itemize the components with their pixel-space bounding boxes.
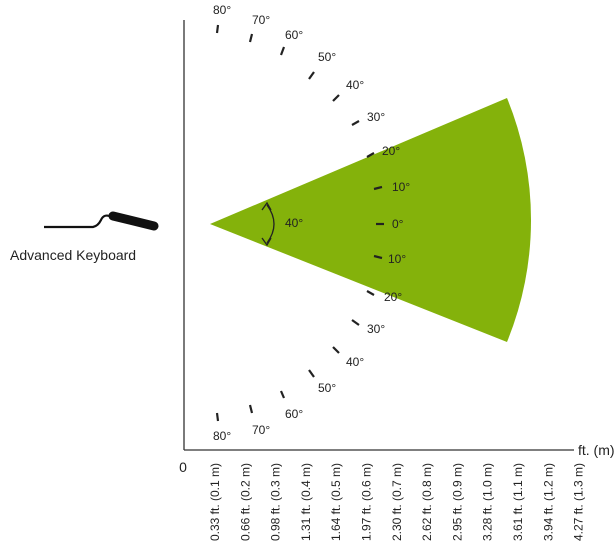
reception-sector xyxy=(210,98,532,342)
angle-markers-top: 0° 10° 20° 30° 40° 50° 60° 70° 80° xyxy=(213,3,410,231)
angle-arc xyxy=(266,204,275,244)
keyboard-icon xyxy=(44,211,159,231)
angle-label-60-bottom: 60° xyxy=(285,407,303,421)
distance-tick-label: 3.94 ft. (1.2 m) xyxy=(541,463,555,541)
angle-label-10-top: 10° xyxy=(392,180,410,194)
distance-tick-label: 3.61 ft. (1.1 m) xyxy=(511,463,525,541)
angle-label-10-bottom: 10° xyxy=(388,252,406,266)
sector-angle-label: 40° xyxy=(285,216,303,230)
angle-label-30-bottom: 30° xyxy=(367,322,385,336)
angle-label-20-bottom: 20° xyxy=(384,290,402,304)
axis-origin-label: 0 xyxy=(179,459,187,475)
distance-tick-label: 2.95 ft. (0.9 m) xyxy=(450,463,464,541)
angle-label-70-bottom: 70° xyxy=(252,423,270,437)
angle-label-40-top: 40° xyxy=(346,78,364,92)
angle-label-30-top: 30° xyxy=(367,110,385,124)
device-label: Advanced Keyboard xyxy=(10,247,136,263)
angle-label-20-top: 20° xyxy=(382,144,400,158)
angle-label-50-top: 50° xyxy=(318,50,336,64)
distance-tick-label: 3.28 ft. (1.0 m) xyxy=(481,463,495,541)
angle-label-50-bottom: 50° xyxy=(318,381,336,395)
distance-tick-label: 1.64 ft. (0.5 m) xyxy=(329,463,343,541)
distance-tick-label: 2.62 ft. (0.8 m) xyxy=(420,463,434,541)
distance-tick-label: 0.66 ft. (0.2 m) xyxy=(238,463,252,541)
distance-tick-labels: 0.33 ft. (0.1 m) 0.66 ft. (0.2 m) 0.98 ft.… xyxy=(208,463,586,541)
distance-tick-label: 1.97 ft. (0.6 m) xyxy=(360,463,374,541)
angle-markers-bottom: 10° 20° 30° 40° 50° 60° 70° 80° xyxy=(213,252,406,443)
distance-tick-label: 4.27 ft. (1.3 m) xyxy=(572,463,586,541)
angle-label-70-top: 70° xyxy=(252,13,270,27)
angle-label-0: 0° xyxy=(392,217,404,231)
angle-label-40-bottom: 40° xyxy=(346,355,364,369)
distance-tick-label: 1.31 ft. (0.4 m) xyxy=(299,463,313,541)
distance-tick-label: 0.33 ft. (0.1 m) xyxy=(208,463,222,541)
angle-arrow-up-icon xyxy=(261,201,272,211)
axis-unit-label: ft. (m) xyxy=(578,442,615,458)
angle-arrow-down-icon xyxy=(261,237,272,247)
distance-tick-label: 2.30 ft. (0.7 m) xyxy=(390,463,404,541)
angle-label-80-top: 80° xyxy=(213,3,231,17)
angle-label-60-top: 60° xyxy=(285,28,303,42)
distance-tick-label: 0.98 ft. (0.3 m) xyxy=(269,463,283,541)
angle-label-80-bottom: 80° xyxy=(213,429,231,443)
